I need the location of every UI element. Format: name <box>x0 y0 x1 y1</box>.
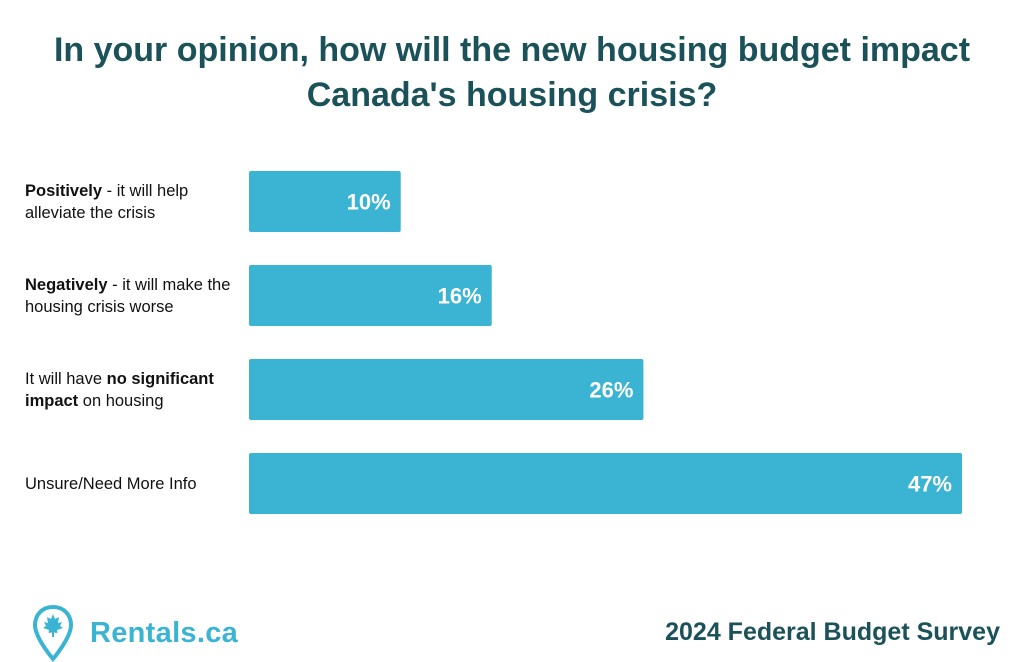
brand-name: Rentals.ca <box>90 616 239 649</box>
category-label-2: Negatively - it will make the housing cr… <box>25 274 247 318</box>
map-pin-maple-leaf-icon <box>32 604 74 662</box>
survey-name: 2024 Federal Budget Survey <box>665 618 1000 646</box>
category-label-2-part-1: Negatively <box>25 275 108 294</box>
category-label-3-part-2: no significant impact <box>25 369 214 410</box>
bar-2 <box>249 265 492 326</box>
chart-title-line-1: In your opinion, how will the new housin… <box>53 31 971 69</box>
category-label-2-part-2: - it will make the housing crisis worse <box>25 275 231 316</box>
category-label-4: Unsure/Need More Info <box>25 473 247 495</box>
chart-title: In your opinion, how will the new housin… <box>0 28 1024 118</box>
bar-1 <box>249 171 401 232</box>
category-label-1-part-2: - it will help alleviate the crisis <box>25 181 189 222</box>
value-label-4: 47% <box>908 472 952 497</box>
brand-logo: Rentals.ca <box>32 604 238 662</box>
category-label-1: Positively - it will help alleviate the … <box>25 180 247 224</box>
bar-3 <box>249 359 644 420</box>
value-label-2: 16% <box>438 284 482 309</box>
category-label-4-part-1: Unsure/Need More Info <box>25 474 197 493</box>
category-label-3: It will have no significant impact on ho… <box>25 368 247 412</box>
chart-title-line-2: Canada's housing crisis? <box>306 76 718 114</box>
category-label-3-part-3: on housing <box>78 391 164 410</box>
value-label-1: 10% <box>347 190 391 215</box>
category-label-1-part-1: Positively <box>25 181 103 200</box>
category-label-3-part-1: It will have <box>25 369 107 388</box>
value-label-3: 26% <box>589 378 633 403</box>
bar-4 <box>249 453 962 514</box>
